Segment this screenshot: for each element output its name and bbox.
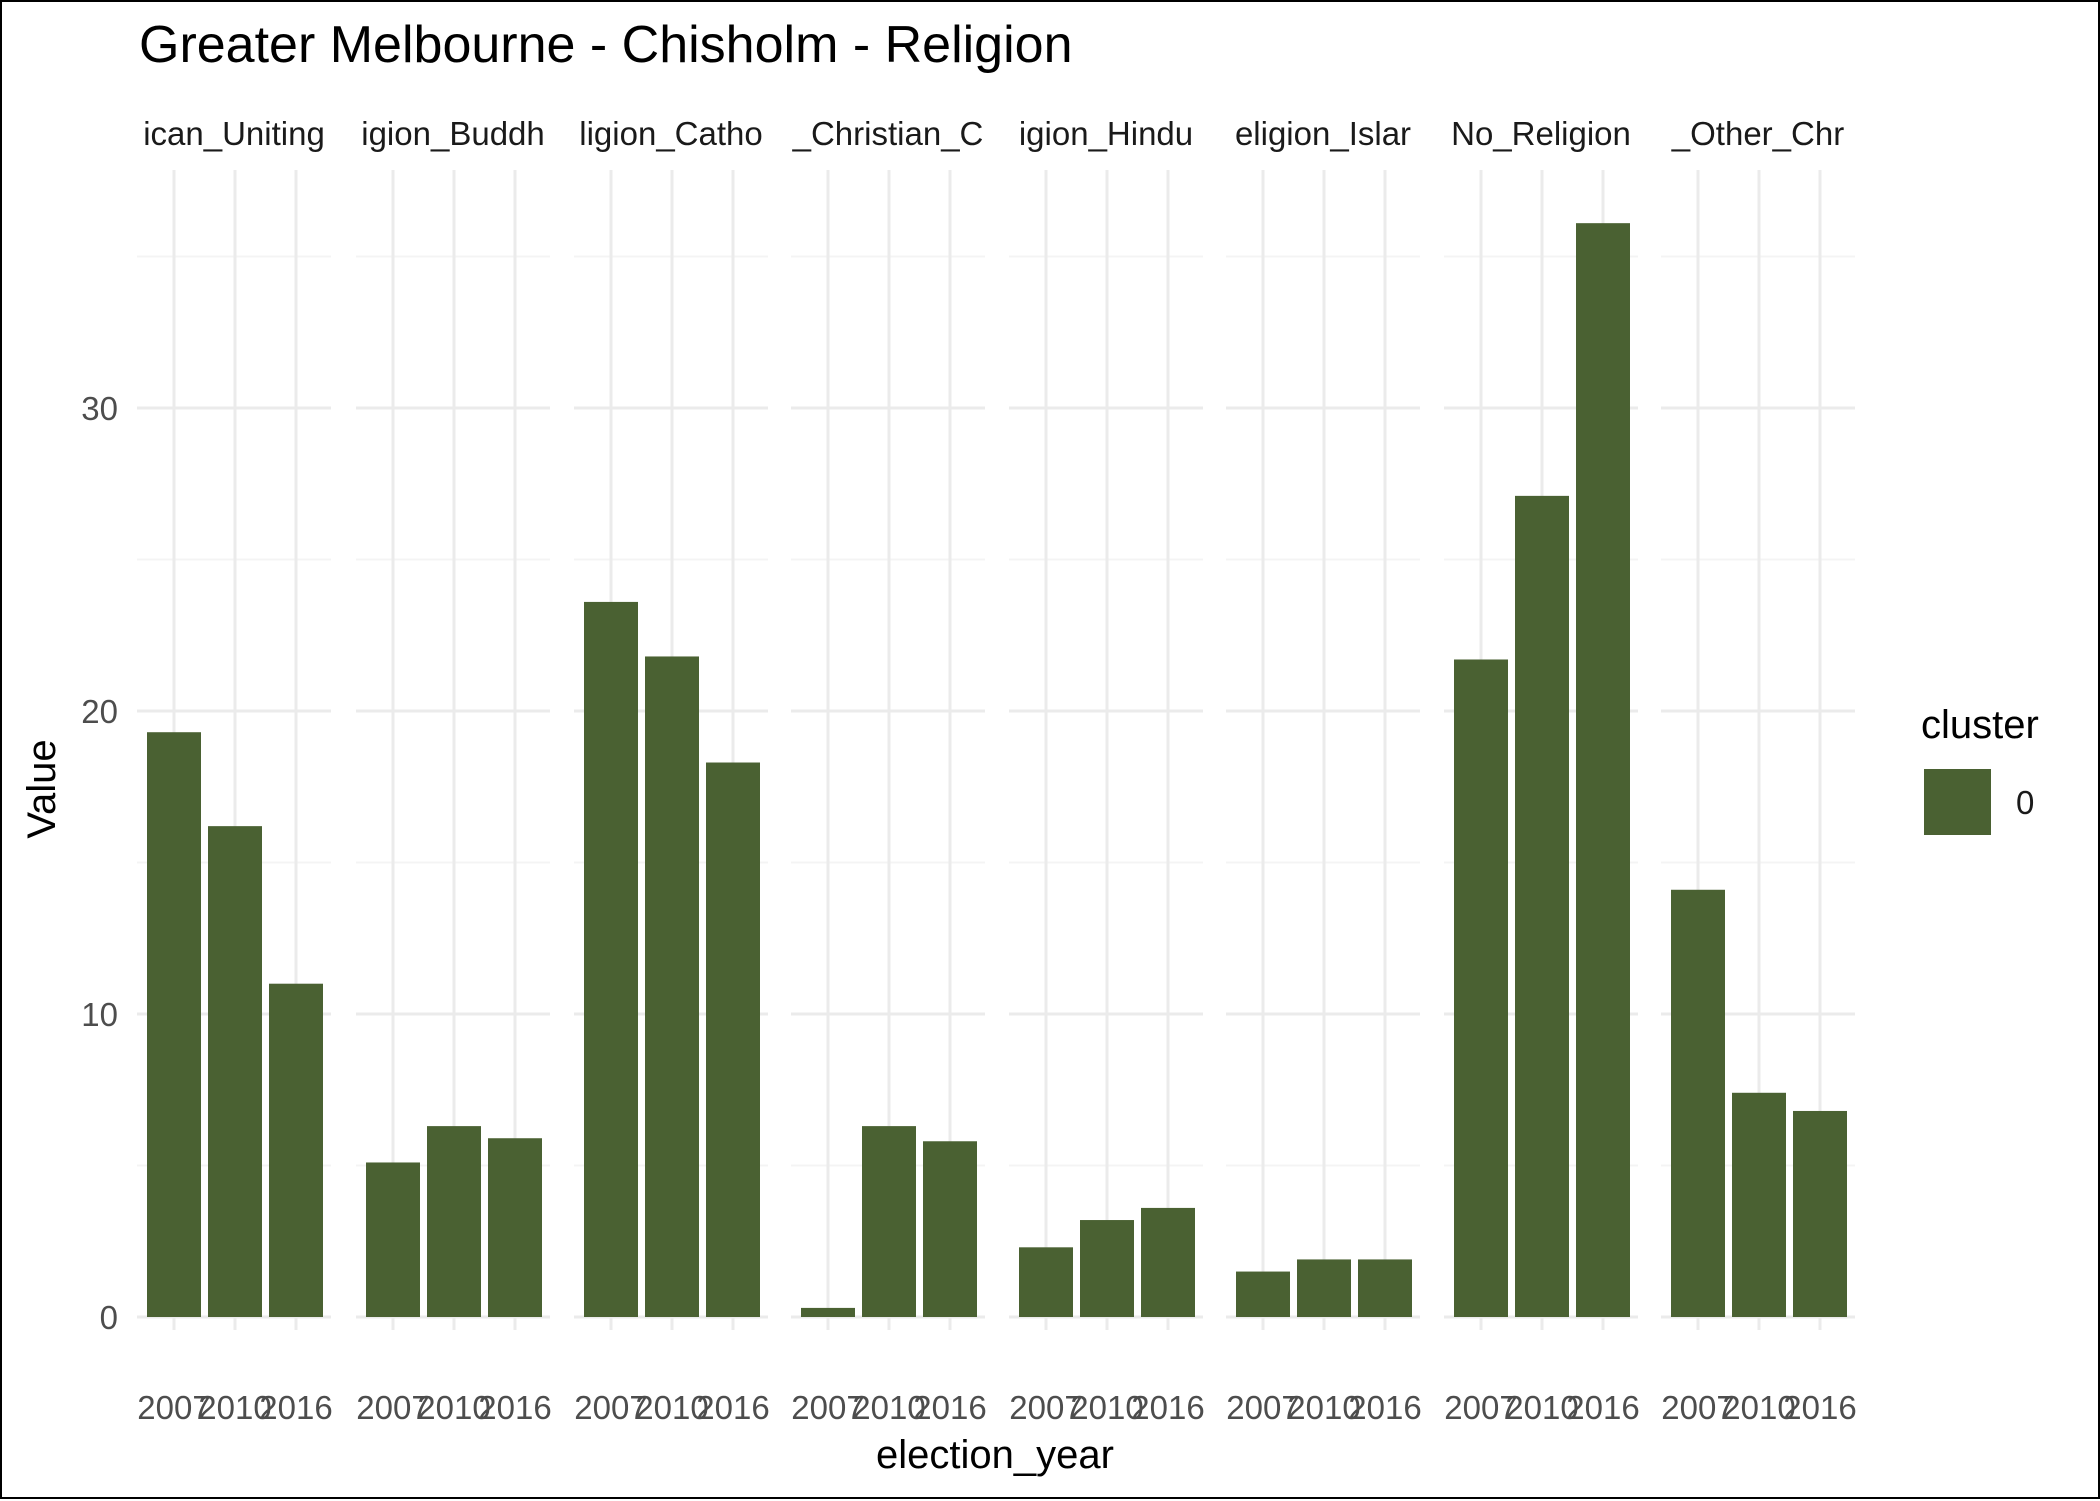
x-tick-label: 2007: [574, 1389, 647, 1426]
x-tick-label: 2010: [1505, 1389, 1578, 1426]
x-tick-label: 2016: [1783, 1389, 1856, 1426]
legend-key-swatch: [1924, 769, 1991, 835]
facet-strip-label: ligion_Catho: [579, 115, 762, 152]
bar: [269, 983, 323, 1317]
facet-strip-label: igion_Buddh: [361, 115, 545, 152]
facet-strip-label: No_Religion: [1451, 115, 1631, 152]
x-tick-label: 2016: [1348, 1389, 1421, 1426]
x-tick-label: 2016: [696, 1389, 769, 1426]
bar: [1358, 1259, 1412, 1317]
bar: [208, 826, 262, 1317]
chart-title: Greater Melbourne - Chisholm - Religion: [139, 16, 1073, 74]
x-tick-label: 2007: [791, 1389, 864, 1426]
x-tick-label: 2007: [137, 1389, 210, 1426]
bar: [923, 1141, 977, 1317]
bar: [1454, 659, 1508, 1317]
bar: [1080, 1220, 1134, 1317]
x-axis-title: election_year: [876, 1433, 1114, 1477]
bar: [862, 1126, 916, 1317]
bar: [1141, 1207, 1195, 1317]
facet-panels: ican_Uniting200720102016igion_Buddh20072…: [137, 115, 1857, 1426]
x-tick-label: 2010: [1287, 1389, 1360, 1426]
facet-strip-label: eligion_Islar: [1235, 115, 1411, 152]
x-tick-label: 2016: [259, 1389, 332, 1426]
y-tick-label: 0: [100, 1299, 118, 1336]
bar: [1732, 1092, 1786, 1317]
bar: [1019, 1247, 1073, 1317]
y-tick-label: 10: [81, 996, 118, 1033]
bar: [1576, 223, 1630, 1317]
x-tick-label: 2010: [1722, 1389, 1795, 1426]
x-tick-label: 2010: [1070, 1389, 1143, 1426]
bar: [584, 601, 638, 1317]
bar: [645, 656, 699, 1317]
bar: [1793, 1110, 1847, 1317]
bar: [147, 732, 201, 1317]
facet-strip-label: _Christian_C: [792, 115, 984, 152]
x-tick-label: 2016: [1131, 1389, 1204, 1426]
x-tick-label: 2016: [1566, 1389, 1639, 1426]
y-tick-label: 20: [81, 693, 118, 730]
bar: [366, 1162, 420, 1317]
facet-strip-label: ican_Uniting: [143, 115, 325, 152]
bar: [801, 1307, 855, 1317]
x-tick-label: 2007: [1009, 1389, 1082, 1426]
facet-strip-label: _Other_Chr: [1671, 115, 1844, 152]
bar: [488, 1138, 542, 1317]
x-tick-label: 2010: [417, 1389, 490, 1426]
bar: [1297, 1259, 1351, 1317]
bar: [1236, 1271, 1290, 1317]
x-tick-label: 2007: [1226, 1389, 1299, 1426]
y-tick-label: 30: [81, 390, 118, 427]
x-tick-label: 2016: [913, 1389, 986, 1426]
x-tick-label: 2010: [198, 1389, 271, 1426]
legend: cluster 0: [1921, 703, 2039, 835]
x-tick-label: 2010: [635, 1389, 708, 1426]
x-tick-label: 2007: [1444, 1389, 1517, 1426]
facet-strip-label: igion_Hindu: [1019, 115, 1193, 152]
y-axis: 0 10 20 30: [81, 390, 118, 1336]
x-tick-label: 2007: [356, 1389, 429, 1426]
legend-title: cluster: [1921, 703, 2039, 747]
bar: [1671, 889, 1725, 1317]
bar: [706, 762, 760, 1317]
x-tick-label: 2010: [852, 1389, 925, 1426]
bar: [1515, 495, 1569, 1317]
bar: [427, 1126, 481, 1317]
y-axis-title: Value: [20, 739, 64, 838]
legend-label: 0: [2016, 784, 2034, 821]
x-tick-label: 2007: [1661, 1389, 1734, 1426]
x-tick-label: 2016: [478, 1389, 551, 1426]
